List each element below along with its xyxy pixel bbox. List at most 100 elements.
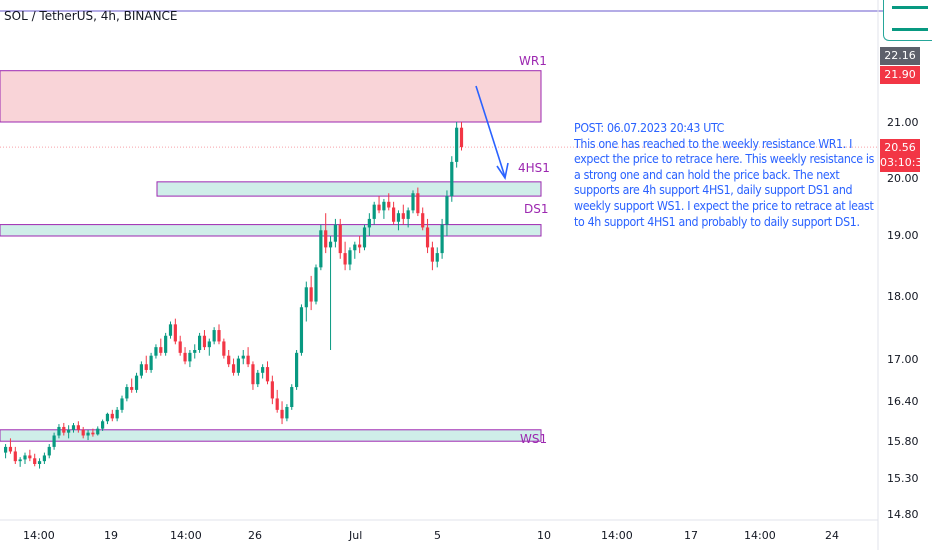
candle-body <box>164 335 168 353</box>
candle-body <box>159 347 163 353</box>
candle-body <box>110 413 114 419</box>
candle-body <box>183 352 187 362</box>
candle-body <box>425 227 430 248</box>
candle-body <box>416 193 420 214</box>
candle-body <box>4 446 8 453</box>
candle-body <box>231 364 236 373</box>
y-tick-label: 21.00 <box>887 116 919 129</box>
candle-body <box>28 455 32 459</box>
candle-body <box>57 426 61 436</box>
candle-body <box>149 355 153 370</box>
x-tick-label: 14:00 <box>601 529 633 542</box>
candle-body <box>246 355 250 365</box>
candle-body <box>134 375 139 390</box>
candle-body <box>251 364 255 385</box>
candle-body <box>290 387 294 407</box>
note-line: to 4h support 4HS1 and probably to daily… <box>574 214 860 229</box>
candle-body <box>202 335 207 348</box>
candle-body <box>430 247 434 262</box>
candle-body <box>275 398 279 410</box>
price-box-21-90: 21.90 <box>880 66 920 84</box>
candle-body <box>377 204 381 211</box>
x-tick-label: 14:00 <box>744 529 776 542</box>
candle-body <box>193 350 197 353</box>
x-tick-label: 14:00 <box>23 529 55 542</box>
note-line: a strong one and can hold the price back… <box>574 167 840 182</box>
candle-body <box>324 230 328 248</box>
candle-body <box>47 446 51 456</box>
candle-body <box>421 213 425 228</box>
y-tick-label: 14.80 <box>887 508 919 521</box>
candle-body <box>13 451 17 462</box>
price-box-last: 20.56 <box>880 139 920 157</box>
candle-body <box>81 429 85 436</box>
candle-body <box>382 201 386 211</box>
candle-body <box>265 367 270 382</box>
x-tick-label: Jul <box>348 529 362 542</box>
candle-body <box>212 330 216 342</box>
zone-wr1 <box>0 70 542 123</box>
candle-body <box>168 324 173 336</box>
candle-body <box>338 224 342 254</box>
y-tick-label: 15.80 <box>887 435 919 448</box>
y-tick-label: 20.00 <box>887 172 919 185</box>
candle-body <box>387 201 391 208</box>
candle-body <box>52 435 56 447</box>
zone-label-ws1: WS1 <box>520 432 547 446</box>
candle-body <box>236 358 240 373</box>
candle-body <box>42 455 46 462</box>
candle-body <box>392 207 396 222</box>
candle-body <box>367 218 371 228</box>
candle-body <box>76 425 80 430</box>
candle-body <box>362 227 367 248</box>
x-tick-label: 5 <box>434 529 441 542</box>
candle-body <box>8 446 13 452</box>
candle-body <box>445 196 449 225</box>
symbol-title: SOL / TetherUS, 4h, BINANCE <box>4 9 178 23</box>
note-line: This one has reached to the weekly resis… <box>574 136 853 151</box>
candle-body <box>401 213 405 219</box>
candle-body <box>270 381 274 399</box>
candle-body <box>198 335 202 350</box>
candle-body <box>144 364 148 370</box>
candle-body <box>23 455 27 460</box>
zone-label-wr1: WR1 <box>519 54 547 68</box>
annotation-note: POST: 06.07.2023 20:43 UTC This one has … <box>574 121 874 230</box>
candle-body <box>18 459 22 462</box>
candle-body <box>459 127 464 148</box>
note-line: weekly support WS1. I expect the price t… <box>574 198 874 213</box>
zone-4hs1 <box>156 181 542 197</box>
candle-body <box>299 307 304 353</box>
candle-body <box>101 421 105 429</box>
candle-body <box>222 341 226 356</box>
axis-ticks-layer: 21.00 20.00 19.00 18.00 17.00 16.40 15.80 15.30… <box>23 116 919 542</box>
y-tick-label: 17.00 <box>887 353 919 366</box>
candle-body <box>314 267 318 302</box>
candle-body <box>120 398 124 410</box>
candle-body <box>348 250 352 265</box>
candle-body <box>261 367 265 373</box>
candle-body <box>105 413 110 422</box>
toolbar-widget[interactable] <box>883 0 932 41</box>
widget-bar-icon <box>892 6 928 9</box>
candle-body <box>154 347 158 356</box>
forecast-arrow-line <box>475 85 506 178</box>
candle-body <box>411 193 415 211</box>
candle-body <box>91 432 95 435</box>
forecast-arrow-head <box>496 162 509 181</box>
candle-body <box>37 461 42 464</box>
candle-body <box>280 409 284 419</box>
candle-body <box>455 127 459 162</box>
note-line: supports are 4h support 4HS1, daily supp… <box>574 183 853 198</box>
y-tick-label: 19.00 <box>887 229 919 242</box>
candle-body <box>139 364 143 376</box>
candle-body <box>188 352 192 362</box>
candle-body <box>173 324 177 342</box>
candle-body <box>285 407 289 419</box>
x-tick-label: 14:00 <box>170 529 202 542</box>
candle-body <box>333 224 337 242</box>
candle-body <box>125 387 129 399</box>
candle-body <box>440 224 444 254</box>
candle-body <box>353 244 357 251</box>
